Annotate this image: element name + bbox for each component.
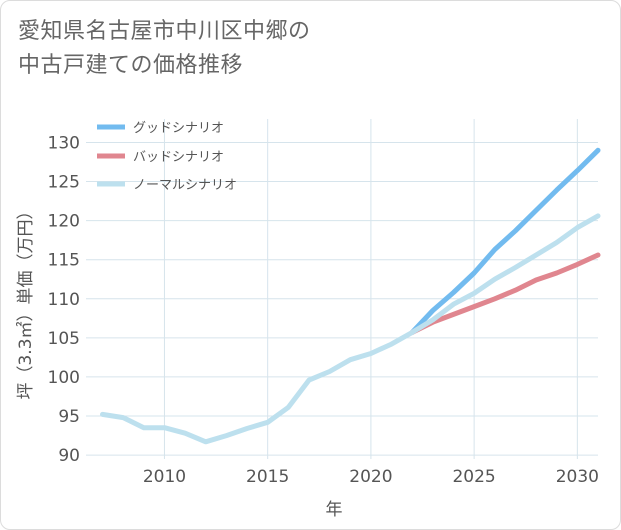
y-tick-label: 100 <box>48 368 80 388</box>
y-tick-label: 105 <box>48 329 80 349</box>
chart-title: 愛知県名古屋市中川区中郷の 中古戸建ての価格推移 <box>18 15 311 83</box>
x-tick-label: 2020 <box>349 467 392 487</box>
series-line-normal <box>100 213 601 445</box>
legend-label-good: グッドシナリオ <box>133 121 224 136</box>
chart-title-line-2: 中古戸建ての価格推移 <box>18 53 244 78</box>
grid <box>86 119 598 459</box>
y-tick-label: 90 <box>58 446 80 466</box>
x-tick-label: 2030 <box>556 467 599 487</box>
y-tick-label: 125 <box>48 173 80 193</box>
y-tick-label: 120 <box>48 212 80 232</box>
series-line-good <box>409 147 601 335</box>
x-tick-label: 2025 <box>452 467 495 487</box>
legend-label-bad: バッドシナリオ <box>133 150 224 165</box>
legend-label-normal: ノーマルシナリオ <box>133 178 237 193</box>
y-tick-label: 115 <box>48 251 80 271</box>
y-axis-label: 坪（3.3㎡）単価（万円） <box>16 202 36 399</box>
y-tick-label: 130 <box>48 133 80 153</box>
chart-title-line-1: 愛知県名古屋市中川区中郷の <box>18 19 311 44</box>
y-tick-label: 110 <box>48 290 80 310</box>
series-lines <box>100 147 601 445</box>
x-axis-label: 年 <box>326 500 343 520</box>
series-line-bad <box>409 252 601 335</box>
y-tick-label: 95 <box>58 407 80 427</box>
x-tick-label: 2015 <box>246 467 289 487</box>
x-tick-label: 2010 <box>143 467 186 487</box>
tick-labels: 90 95 100 105 110 115 120 125 130 2010 2015 2020 202… <box>48 133 599 487</box>
legend: グッドシナリオ バッドシナリオ ノーマルシナリオ <box>97 121 237 193</box>
